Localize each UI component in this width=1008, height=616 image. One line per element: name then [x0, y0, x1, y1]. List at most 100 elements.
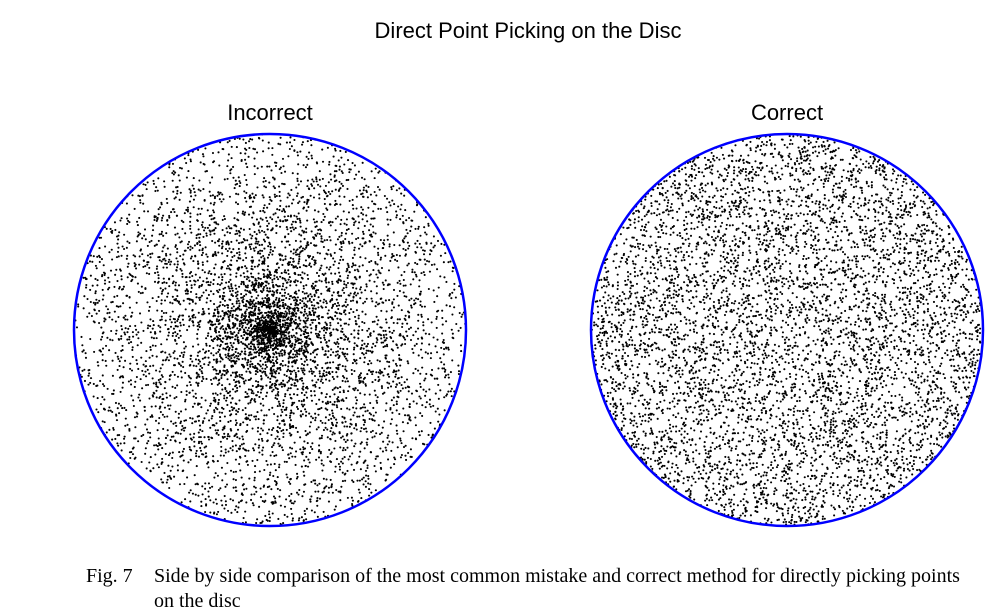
data-point [231, 346, 234, 349]
data-point [234, 183, 237, 186]
data-point [211, 194, 214, 197]
data-point [338, 294, 341, 297]
data-point [122, 366, 125, 369]
data-point [279, 219, 282, 222]
data-point [329, 452, 332, 456]
data-point [390, 309, 393, 312]
data-point [179, 432, 182, 435]
data-point [306, 241, 309, 244]
data-point [305, 227, 308, 230]
data-point [371, 200, 374, 203]
data-point [291, 403, 294, 406]
data-point [96, 384, 99, 387]
data-point [388, 375, 391, 378]
data-point [226, 378, 229, 381]
data-point [142, 183, 145, 186]
data-point [117, 246, 120, 249]
data-point [386, 360, 389, 363]
data-point [163, 299, 167, 302]
data-point [302, 319, 305, 322]
data-point [439, 275, 442, 278]
data-point [353, 342, 356, 345]
data-point [230, 240, 233, 243]
data-point [263, 230, 266, 234]
data-point [217, 330, 221, 334]
data-point [166, 356, 169, 359]
data-point [200, 207, 203, 210]
data-point [138, 255, 141, 258]
data-point [158, 370, 161, 373]
data-point [282, 165, 285, 168]
data-point [371, 320, 374, 323]
data-point [173, 357, 176, 360]
data-point [313, 263, 316, 266]
data-point [190, 286, 193, 289]
data-point [173, 373, 176, 376]
data-point [155, 267, 158, 270]
data-point [281, 301, 285, 304]
data-point [251, 502, 254, 505]
data-point [419, 397, 422, 400]
data-point [223, 178, 226, 181]
data-point [277, 442, 280, 445]
data-point [283, 423, 286, 426]
data-point [155, 389, 158, 392]
data-point [251, 459, 254, 462]
data-point [365, 430, 368, 433]
data-point [271, 250, 275, 253]
data-point [235, 252, 239, 255]
data-point [279, 366, 282, 370]
data-point [309, 242, 312, 245]
data-point [343, 309, 346, 312]
data-point [230, 293, 233, 297]
data-point [397, 304, 400, 307]
data-point [226, 435, 229, 438]
data-point [217, 323, 220, 326]
data-point [163, 257, 166, 260]
data-point [180, 370, 183, 373]
data-point [244, 265, 247, 268]
data-point [441, 323, 444, 326]
data-point [231, 302, 234, 305]
data-point [282, 208, 285, 211]
data-point [370, 346, 374, 349]
data-point [89, 337, 92, 341]
data-point [228, 318, 231, 321]
data-point [164, 287, 167, 290]
data-point [216, 408, 219, 411]
data-point [233, 378, 236, 382]
data-point [197, 233, 200, 236]
data-point [166, 415, 169, 418]
data-point [302, 206, 306, 209]
data-point [188, 276, 191, 279]
data-point [186, 243, 190, 246]
data-point [447, 376, 450, 379]
data-point [375, 273, 378, 276]
data-point [430, 263, 433, 266]
data-point [290, 492, 293, 495]
data-point [197, 351, 200, 354]
data-point [182, 262, 185, 265]
data-point [291, 447, 294, 450]
data-point [445, 320, 448, 323]
data-point [316, 348, 319, 351]
data-point [274, 212, 277, 215]
data-point [154, 215, 157, 218]
data-point [89, 288, 92, 291]
data-point [386, 473, 389, 476]
data-point [192, 187, 195, 190]
data-point [325, 300, 328, 303]
data-point [230, 145, 233, 148]
data-point [240, 363, 243, 366]
data-point [284, 258, 287, 261]
data-point [280, 240, 283, 243]
data-point [250, 414, 253, 417]
data-point [214, 241, 217, 244]
data-point [383, 239, 386, 242]
data-point [176, 263, 179, 266]
data-point [322, 189, 325, 192]
data-point [167, 327, 170, 330]
data-point [151, 415, 154, 418]
data-point [171, 385, 174, 388]
data-point [253, 324, 256, 327]
